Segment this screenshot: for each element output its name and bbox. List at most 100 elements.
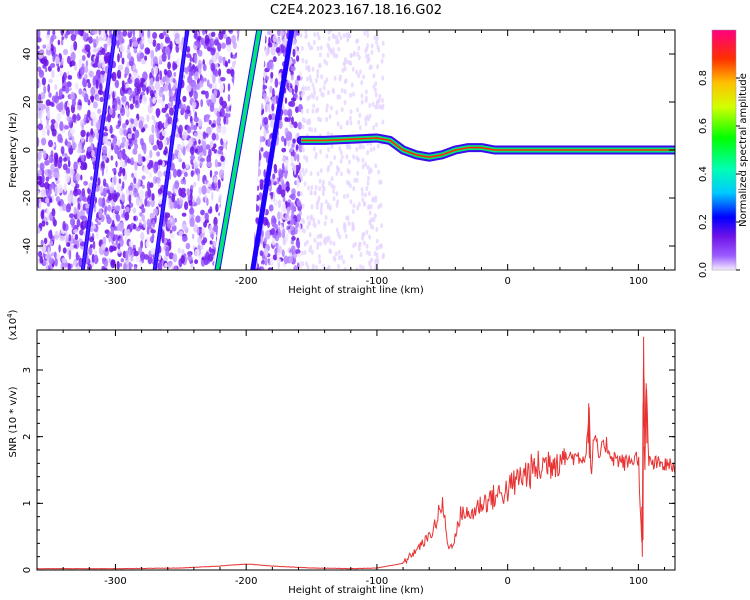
noise-speck	[310, 214, 313, 220]
noise-speck	[92, 30, 98, 35]
noise-speck	[137, 155, 143, 165]
noise-speck	[101, 154, 107, 162]
noise-speck	[292, 48, 296, 58]
noise-speck	[139, 81, 144, 88]
noise-speck	[296, 75, 301, 81]
noise-speck	[184, 112, 188, 120]
noise-speck	[89, 236, 94, 243]
noise-speck	[102, 145, 108, 155]
noise-speck	[301, 58, 305, 64]
noise-speck	[365, 229, 369, 235]
noise-speck	[129, 123, 134, 130]
noise-speck	[57, 133, 63, 143]
noise-speck	[45, 34, 51, 40]
noise-speck	[378, 244, 381, 250]
noise-speck	[305, 65, 308, 71]
noise-speck	[318, 254, 321, 260]
noise-speck	[188, 200, 193, 206]
noise-speck	[286, 202, 291, 207]
noise-speck	[307, 185, 310, 191]
noise-speck	[290, 147, 294, 152]
noise-speck	[315, 95, 319, 101]
noise-speck	[380, 105, 384, 111]
noise-speck	[351, 66, 355, 72]
spectrogram-ytick-label: -40	[22, 238, 33, 254]
noise-speck	[259, 136, 264, 143]
noise-speck	[322, 85, 326, 91]
noise-speck	[133, 117, 138, 128]
noise-speck	[319, 149, 322, 155]
noise-speck	[306, 224, 309, 230]
noise-speck	[352, 91, 355, 97]
noise-speck	[73, 40, 78, 51]
noise-speck	[217, 150, 223, 155]
colorbar: 0.0 0.2 0.4 0.6 0.8 Normalized spectral ampl…	[698, 29, 749, 278]
noise-speck	[38, 224, 42, 229]
noise-speck	[134, 143, 139, 150]
noise-speck	[153, 165, 158, 174]
noise-speck	[361, 232, 365, 238]
noise-speck	[328, 180, 331, 186]
noise-speck	[368, 65, 372, 71]
noise-speck	[274, 78, 279, 88]
noise-speck	[196, 130, 202, 140]
noise-speck	[148, 171, 153, 179]
noise-speck	[301, 261, 305, 267]
noise-speck	[172, 61, 176, 71]
noise-speck	[308, 232, 312, 238]
noise-speck	[305, 155, 309, 161]
noise-speck	[96, 35, 99, 45]
noise-speck	[325, 77, 329, 83]
noise-speck	[269, 134, 272, 140]
noise-speck	[85, 44, 91, 53]
noise-speck	[315, 108, 318, 114]
noise-speck	[76, 147, 82, 154]
noise-speck	[90, 176, 93, 181]
noise-speck	[43, 59, 49, 67]
noise-speck	[343, 89, 347, 95]
noise-speck	[223, 142, 227, 149]
noise-speck	[141, 214, 145, 222]
noise-speck	[37, 123, 44, 131]
noise-speck	[110, 155, 114, 161]
colorbar-tick-label: 0.4	[698, 166, 709, 182]
noise-speck	[378, 179, 382, 185]
noise-speck	[210, 94, 214, 100]
noise-speck	[352, 203, 356, 209]
noise-speck	[311, 249, 314, 255]
noise-speck	[181, 248, 185, 256]
noise-speck	[88, 246, 93, 256]
noise-speck	[281, 147, 287, 153]
noise-speck	[365, 249, 369, 255]
noise-speck	[46, 43, 51, 51]
noise-speck	[325, 153, 329, 159]
noise-speck	[306, 239, 309, 245]
noise-speck	[76, 113, 80, 122]
noise-speck	[292, 58, 296, 65]
noise-speck	[45, 99, 51, 107]
noise-speck	[340, 88, 344, 93]
diagonal-stripe	[81, 30, 117, 270]
noise-speck	[37, 37, 42, 43]
noise-speck	[335, 191, 339, 197]
noise-speck	[290, 245, 296, 255]
spectrogram-xtick-label: -200	[235, 276, 258, 287]
noise-speck	[176, 169, 182, 178]
noise-speck	[44, 159, 50, 166]
noise-speck	[43, 85, 47, 94]
noise-speck	[61, 203, 67, 212]
noise-speck	[265, 230, 271, 240]
noise-speck	[85, 137, 89, 143]
noise-speck	[75, 173, 81, 182]
noise-speck	[145, 155, 150, 164]
noise-speck	[324, 199, 328, 205]
noise-speck	[322, 185, 326, 191]
noise-speck	[74, 233, 79, 241]
noise-speck	[157, 188, 163, 195]
noise-speck	[332, 189, 335, 195]
noise-speck	[190, 121, 194, 130]
noise-speck	[72, 260, 77, 267]
noise-speck	[127, 133, 132, 139]
noise-speck	[109, 107, 113, 116]
noise-speck	[131, 133, 135, 141]
